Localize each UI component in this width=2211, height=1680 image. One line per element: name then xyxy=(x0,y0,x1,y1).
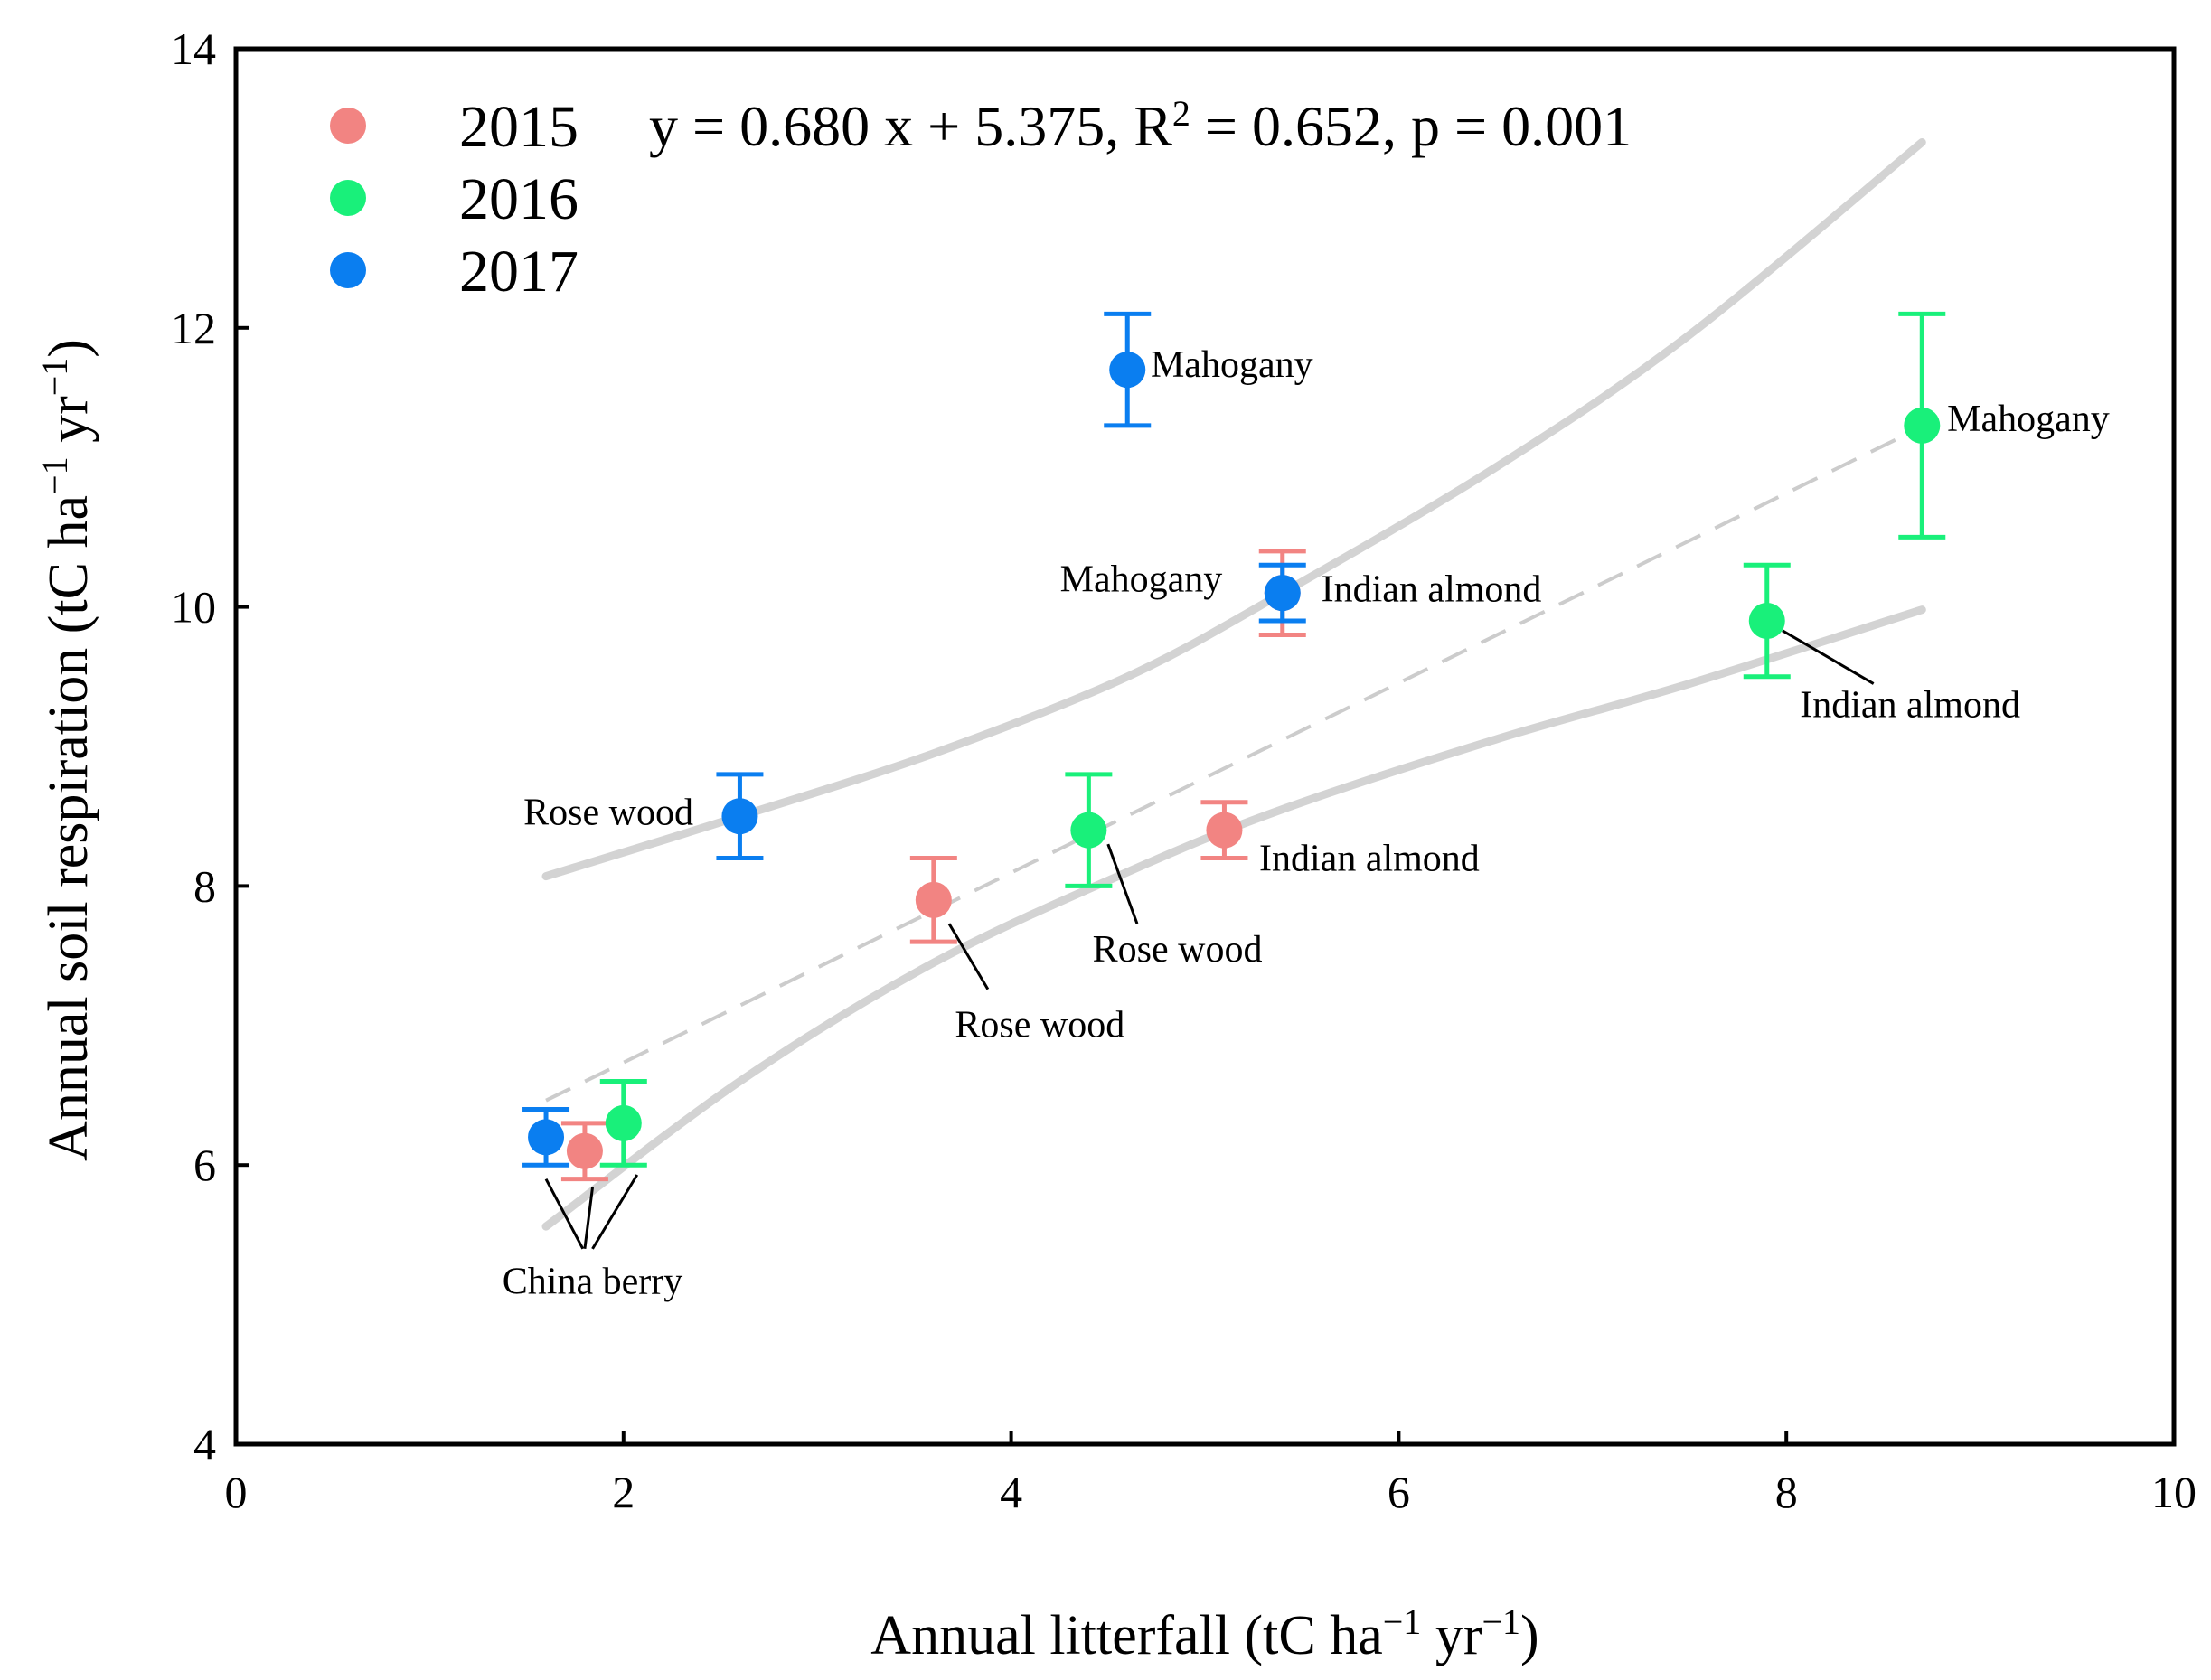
data-point-2017 xyxy=(1258,562,1306,624)
leader-lines-layer xyxy=(544,629,1875,1250)
x-tick-label: 0 xyxy=(225,1467,248,1517)
x-tick-label: 2 xyxy=(612,1467,635,1517)
point-annotation: Indian almond xyxy=(1322,569,1542,611)
data-point-2015 xyxy=(1200,800,1248,861)
legend-label-2016: 2016 xyxy=(459,166,579,232)
data-point-2015 xyxy=(909,856,957,944)
y-tick-label: 6 xyxy=(193,1140,216,1190)
legend-marker-2016 xyxy=(330,180,366,216)
point-annotation: Rose wood xyxy=(1093,929,1263,971)
equation-superscript: 2 xyxy=(1172,93,1190,134)
ticks-layer: 0 2 4 6 8 10 4 6 8 10 12 14 xyxy=(171,23,2197,1517)
point-annotation: China berry xyxy=(503,1261,682,1302)
y-tick-label: 4 xyxy=(193,1419,216,1469)
lower-confidence-curve xyxy=(541,605,1926,1231)
data-point-2016 xyxy=(599,1079,647,1168)
data-points-layer xyxy=(522,311,1946,1182)
point-annotation: Rose wood xyxy=(523,793,693,834)
y-tick-label: 12 xyxy=(171,303,216,353)
marker xyxy=(721,798,758,835)
data-point-2015 xyxy=(560,1121,608,1182)
point-annotation: Mahogany xyxy=(1060,559,1223,601)
marker xyxy=(1206,812,1243,849)
point-annotation: Indian almond xyxy=(1259,839,1480,880)
marker xyxy=(1904,407,1941,444)
leader-line xyxy=(1106,843,1139,924)
marker xyxy=(915,881,952,918)
regression-line xyxy=(545,425,1924,1103)
marker xyxy=(1070,812,1107,849)
leader-line xyxy=(947,923,990,990)
leader-line xyxy=(1782,629,1875,685)
point-annotation: Mahogany xyxy=(1947,399,2110,440)
data-point-2016 xyxy=(1898,311,1946,540)
leader-line xyxy=(591,1174,639,1250)
point-annotation: Rose wood xyxy=(955,1004,1124,1046)
marker xyxy=(1264,575,1301,612)
y-tick-label: 14 xyxy=(171,23,216,74)
x-tick-label: 10 xyxy=(2151,1467,2197,1517)
y-tick-label: 8 xyxy=(193,860,216,911)
x-tick-label: 6 xyxy=(1388,1467,1410,1517)
equation-suffix: = 0.652, p = 0.001 xyxy=(1190,94,1632,158)
legend-marker-2017 xyxy=(330,252,366,288)
data-point-2016 xyxy=(1065,772,1113,888)
leader-line xyxy=(583,1187,594,1250)
y-axis-title: Annual soil respiration (tC ha−1 yr−1) xyxy=(34,339,100,1161)
plot-frame xyxy=(233,46,2177,1447)
x-axis-title: Annual litterfall (tC ha−1 yr−1) xyxy=(870,1601,1538,1667)
marker xyxy=(1109,352,1146,389)
x-tick-label: 8 xyxy=(1775,1467,1798,1517)
point-annotation: Mahogany xyxy=(1151,344,1313,386)
data-point-2016 xyxy=(1743,562,1791,680)
x-tick-label: 4 xyxy=(1000,1467,1022,1517)
data-point-2017 xyxy=(1104,311,1152,428)
annotations-layer: Mahogany Mahogany Mahogany Indian almond Ind… xyxy=(503,344,2110,1302)
marker xyxy=(1748,603,1785,640)
leader-line xyxy=(544,1178,585,1250)
regression-layer xyxy=(545,425,1924,1103)
regression-equation: y = 0.680 x + 5.375, R2 = 0.652, p = 0.0… xyxy=(649,93,1632,159)
legend-label-2015: 2015 xyxy=(459,94,579,160)
data-point-2017 xyxy=(522,1106,570,1168)
equation-prefix: y = 0.680 x + 5.375, R xyxy=(649,94,1172,158)
y-tick-label: 10 xyxy=(171,582,216,633)
confidence-band-layer xyxy=(541,137,1926,1231)
marker xyxy=(605,1104,642,1141)
marker xyxy=(528,1119,565,1156)
legend-label-2017: 2017 xyxy=(459,239,579,305)
legend-marker-2015 xyxy=(330,108,366,144)
point-annotation: Indian almond xyxy=(1800,685,2020,727)
upper-confidence-curve xyxy=(541,137,1926,881)
marker xyxy=(566,1132,603,1169)
data-point-2017 xyxy=(716,772,764,861)
